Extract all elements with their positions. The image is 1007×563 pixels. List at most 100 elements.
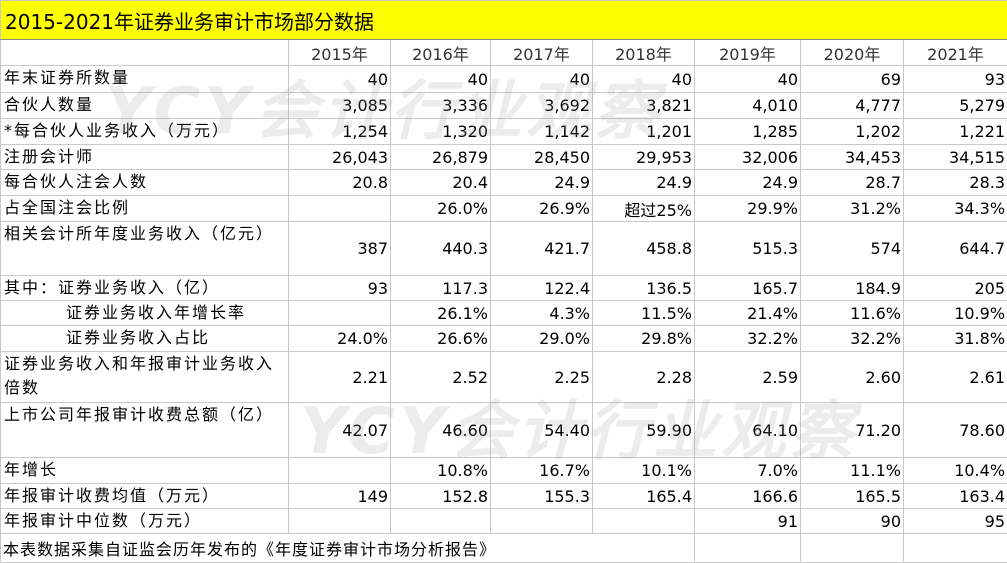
value-cell: 1,320 — [390, 118, 491, 145]
value-cell: 26.9% — [490, 195, 593, 222]
value-cell: 28,450 — [490, 144, 593, 170]
footnote-row: 本表数据采集自证监会历年发布的《年度证券审计市场分析报告》 — [0, 533, 1007, 563]
value-cell: 1,202 — [800, 118, 904, 145]
value-cell: 1,142 — [490, 118, 593, 145]
value-cell: 2.25 — [490, 351, 593, 403]
empty-cell — [288, 300, 391, 326]
row-label: 其中：证券业务收入（亿） — [0, 275, 289, 301]
value-cell: 90 — [800, 508, 904, 534]
value-cell: 64.10 — [694, 402, 801, 458]
value-cell: 91 — [694, 508, 801, 534]
value-cell: 26.6% — [390, 325, 491, 352]
value-cell: 42.07 — [288, 402, 391, 458]
row-label: 相关会计所年度业务收入（亿元） — [0, 221, 289, 276]
header-blank — [0, 39, 289, 66]
value-cell: 574 — [800, 221, 904, 276]
value-cell: 11.5% — [592, 300, 695, 326]
value-cell: 34.3% — [902, 195, 1007, 222]
value-cell: 34,453 — [800, 144, 904, 170]
row-label: 年报审计收费均值（万元） — [0, 483, 289, 509]
value-cell: 32,006 — [694, 144, 801, 170]
row-label: 占全国注会比例 — [0, 195, 289, 222]
year-header: 2017年 — [490, 39, 593, 66]
value-cell: 152.8 — [390, 483, 491, 509]
row-label: 合伙人数量 — [0, 92, 289, 119]
value-cell: 32.2% — [694, 325, 801, 352]
value-cell: 1,201 — [592, 118, 695, 145]
table-row: 相关会计所年度业务收入（亿元） 387 440.3 421.7 458.8 515.3 57… — [0, 221, 1007, 276]
value-cell: 515.3 — [694, 221, 801, 276]
table-row: 证券业务收入占比 24.0% 26.6% 29.0% 29.8% 32.2% 32.2% 31… — [0, 325, 1007, 352]
value-cell: 387 — [288, 221, 391, 276]
value-cell: 163.4 — [902, 483, 1007, 509]
value-cell: 26.0% — [390, 195, 491, 222]
table-row: 年末证券所数量 40 40 40 40 40 69 93 — [0, 65, 1007, 93]
empty-cell — [800, 533, 904, 563]
row-label: 注册会计师 — [0, 144, 289, 170]
value-cell: 40 — [694, 65, 801, 93]
value-cell: 7.0% — [694, 457, 801, 484]
value-cell: 24.0% — [288, 325, 391, 352]
value-cell: 59.90 — [592, 402, 695, 458]
value-cell: 24.9 — [490, 169, 593, 196]
value-cell: 165.7 — [694, 275, 801, 301]
value-cell: 3,821 — [592, 92, 695, 119]
year-header: 2020年 — [800, 39, 904, 66]
value-cell: 166.6 — [694, 483, 801, 509]
empty-cell — [288, 457, 391, 484]
value-cell: 31.2% — [800, 195, 904, 222]
year-header: 2015年 — [288, 39, 391, 66]
value-cell: 10.1% — [592, 457, 695, 484]
row-label: 年增长 — [0, 457, 289, 484]
value-cell: 26,043 — [288, 144, 391, 170]
table-row: 其中：证券业务收入（亿） 93 117.3 122.4 136.5 165.7 184.9 2… — [0, 275, 1007, 301]
value-cell: 136.5 — [592, 275, 695, 301]
value-cell: 421.7 — [490, 221, 593, 276]
value-cell: 165.5 — [800, 483, 904, 509]
value-cell: 165.4 — [592, 483, 695, 509]
value-cell: 117.3 — [390, 275, 491, 301]
value-cell: 3,692 — [490, 92, 593, 119]
empty-cell — [288, 508, 391, 534]
value-cell: 28.7 — [800, 169, 904, 196]
value-cell: 3,085 — [288, 92, 391, 119]
value-cell: 644.7 — [902, 221, 1007, 276]
value-cell: 54.40 — [490, 402, 593, 458]
year-header: 2021年 — [902, 39, 1007, 66]
value-cell: 4,010 — [694, 92, 801, 119]
value-cell: 2.60 — [800, 351, 904, 403]
value-cell: 1,285 — [694, 118, 801, 145]
table-row: *每合伙人业务收入（万元） 1,254 1,320 1,142 1,201 1,285 1,… — [0, 118, 1007, 145]
year-header: 2018年 — [592, 39, 695, 66]
row-label: 年末证券所数量 — [0, 65, 289, 93]
value-cell: 458.8 — [592, 221, 695, 276]
value-cell: 16.7% — [490, 457, 593, 484]
value-cell: 78.60 — [902, 402, 1007, 458]
table-row: 年报审计收费均值（万元） 149 152.8 155.3 165.4 166.6 165.5… — [0, 483, 1007, 509]
value-cell: 11.6% — [800, 300, 904, 326]
value-cell: 10.9% — [902, 300, 1007, 326]
value-cell: 2.61 — [902, 351, 1007, 403]
value-cell: 184.9 — [800, 275, 904, 301]
footnote: 本表数据采集自证监会历年发布的《年度证券审计市场分析报告》 — [0, 533, 695, 563]
table-row: 每合伙人注会人数 20.8 20.4 24.9 24.9 24.9 28.7 28.3 — [0, 169, 1007, 196]
table-row: 上市公司年报审计收费总额（亿） 42.07 46.60 54.40 59.90 64.10… — [0, 402, 1007, 458]
year-header: 2016年 — [390, 39, 491, 66]
empty-cell — [490, 508, 593, 534]
value-cell: 1,221 — [902, 118, 1007, 145]
value-cell: 24.9 — [592, 169, 695, 196]
value-cell: 28.3 — [902, 169, 1007, 196]
value-cell: 11.1% — [800, 457, 904, 484]
value-cell: 26,879 — [390, 144, 491, 170]
value-cell: 3,336 — [390, 92, 491, 119]
empty-cell — [902, 533, 1007, 563]
value-cell: 34,515 — [902, 144, 1007, 170]
table-row: 年增长 10.8% 16.7% 10.1% 7.0% 11.1% 10.4% — [0, 457, 1007, 484]
value-cell: 440.3 — [390, 221, 491, 276]
value-cell: 20.4 — [390, 169, 491, 196]
value-cell: 超过25% — [592, 195, 695, 222]
value-cell: 26.1% — [390, 300, 491, 326]
empty-cell — [592, 508, 695, 534]
